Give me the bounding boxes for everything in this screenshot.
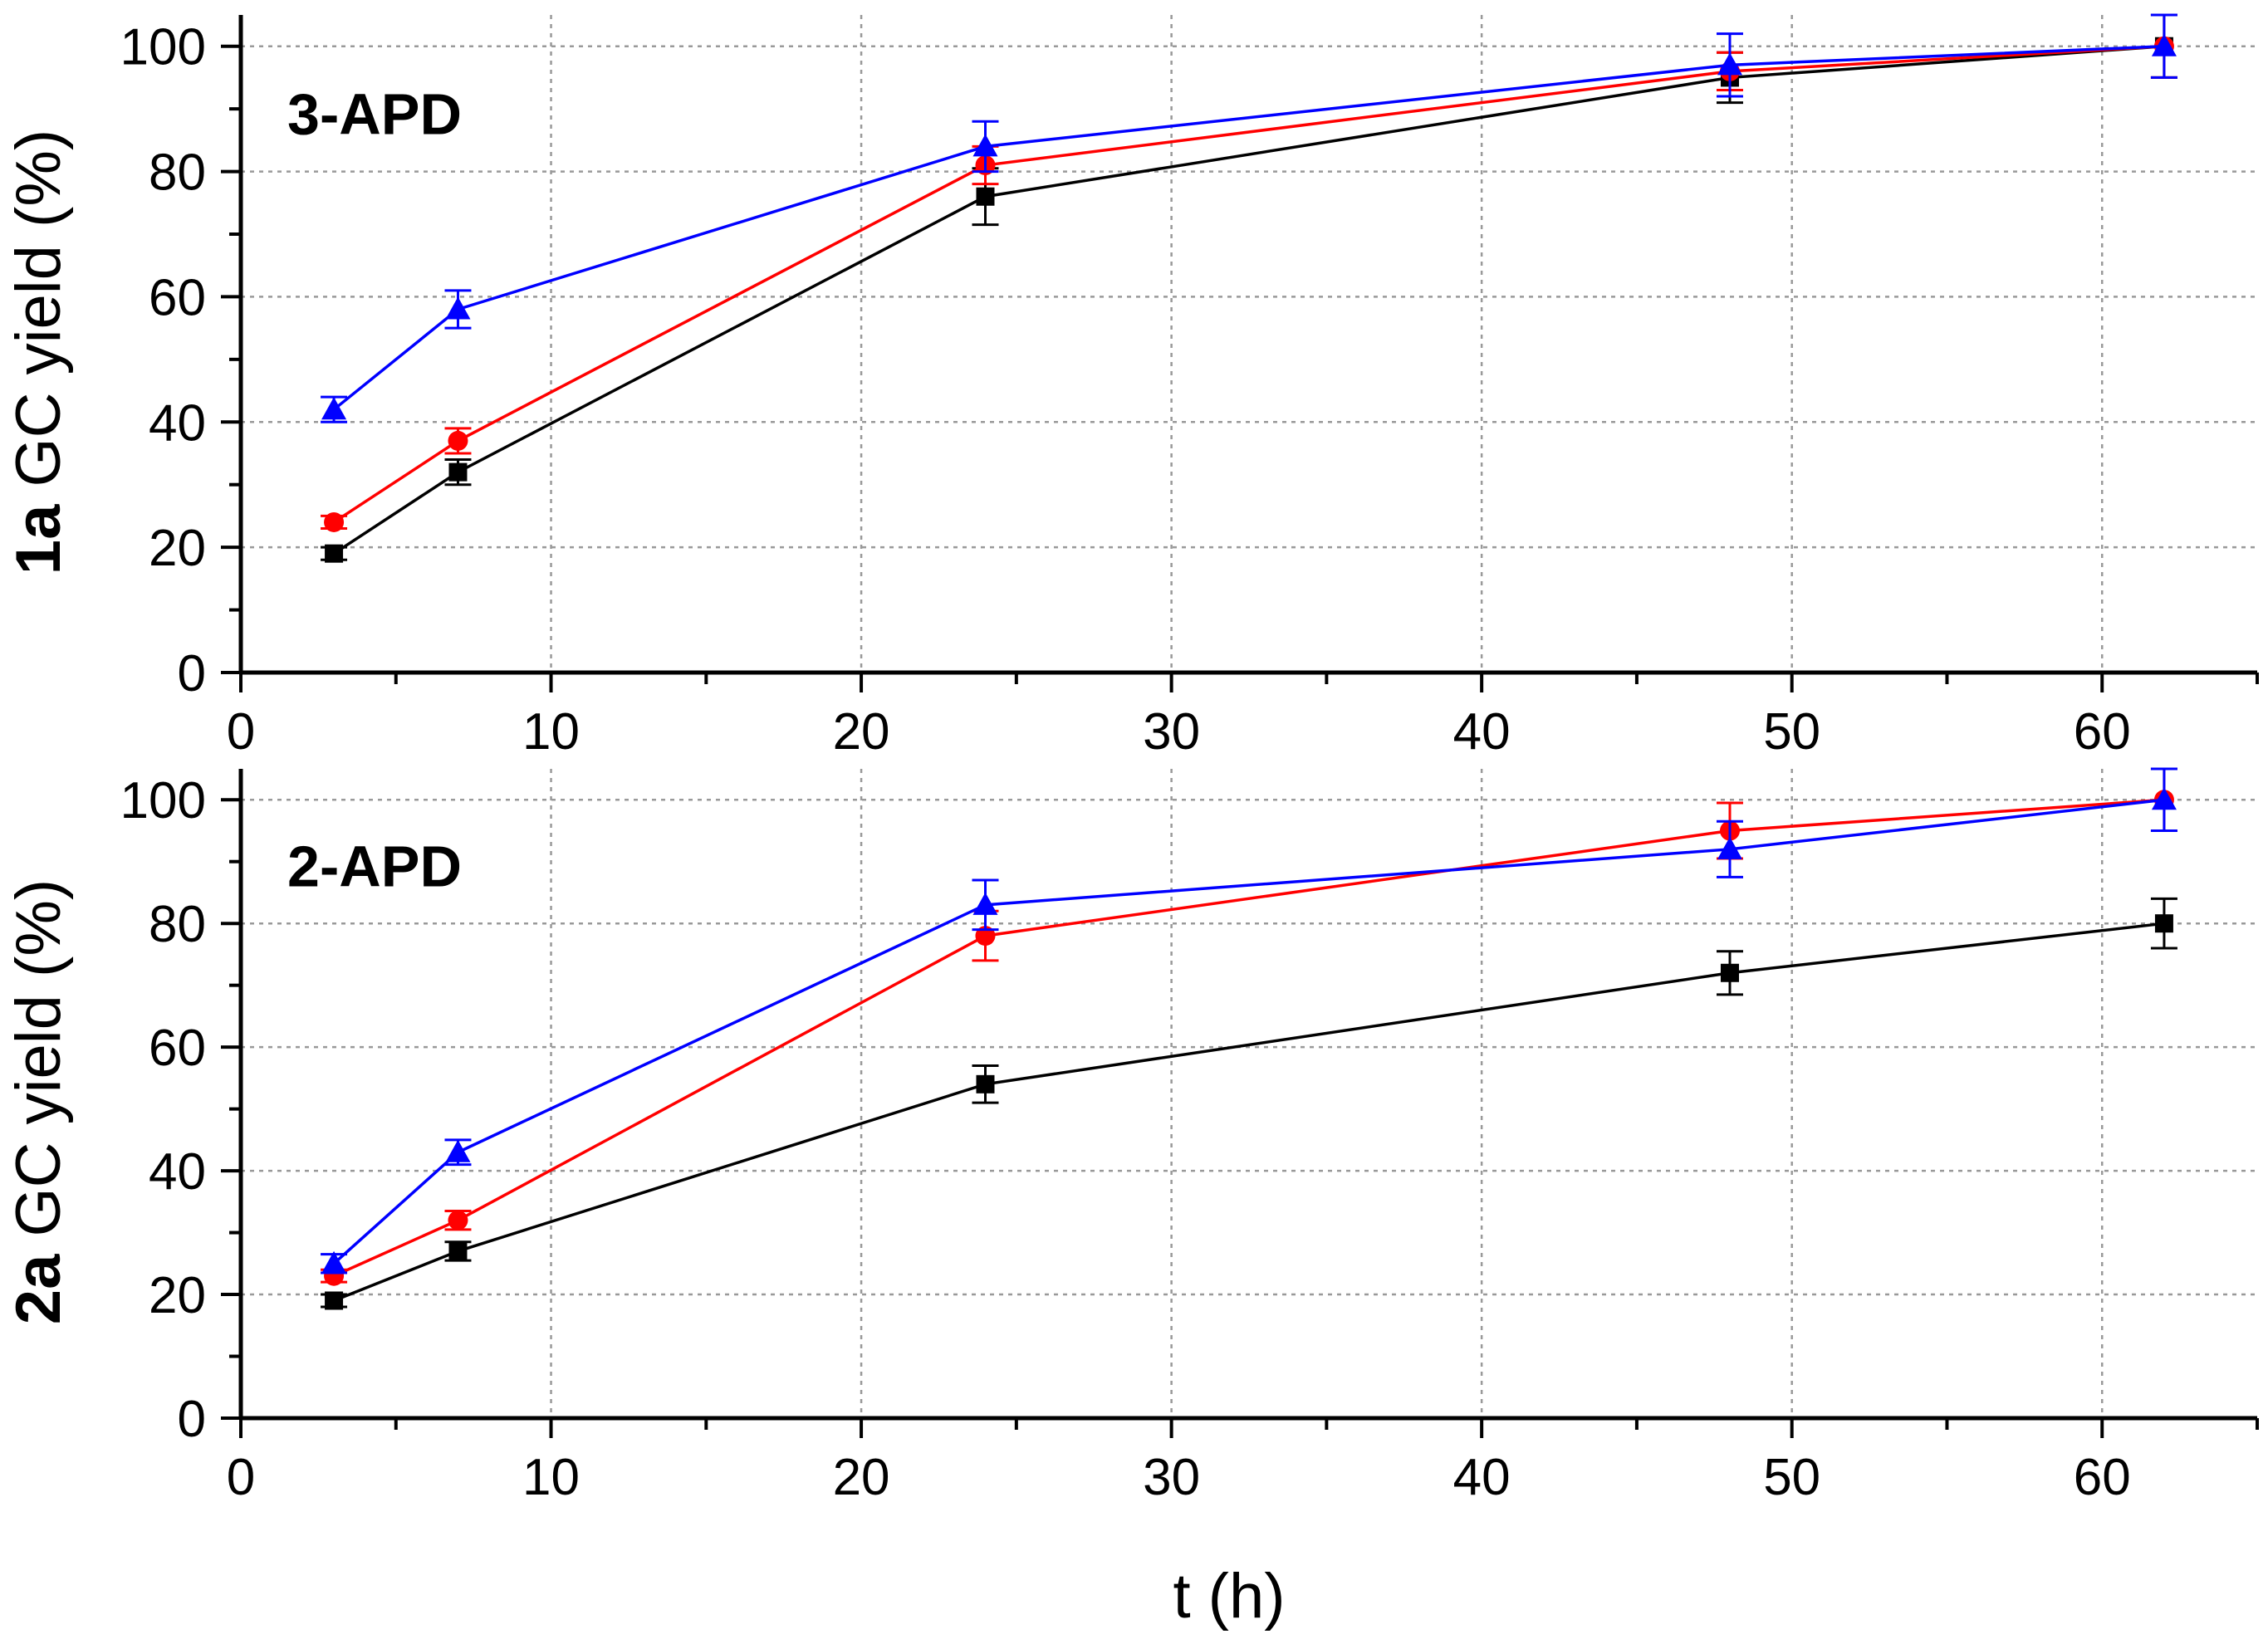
data-point-circle	[448, 1210, 468, 1230]
x-tick-label: 0	[227, 703, 255, 761]
y-axis-title-text: GC yield (%)	[3, 130, 74, 505]
x-tick-label: 60	[2074, 703, 2131, 761]
data-point-square	[325, 1291, 344, 1310]
x-tick-label: 20	[833, 1449, 890, 1506]
data-point-triangle	[321, 1250, 347, 1274]
data-point-square	[1720, 963, 1739, 982]
y-tick-label: 60	[149, 1020, 206, 1077]
data-point-square	[325, 544, 344, 563]
data-point-triangle	[1717, 836, 1742, 859]
x-axis-title: t (h)	[1173, 1561, 1285, 1632]
data-point-square	[976, 187, 995, 206]
data-point-circle	[448, 430, 468, 451]
x-tick-label: 40	[1453, 703, 1511, 761]
data-point-square	[448, 1241, 468, 1260]
data-point-triangle	[972, 134, 998, 157]
y-tick-label: 40	[149, 394, 206, 452]
data-point-square	[2154, 914, 2173, 933]
x-tick-label: 10	[522, 703, 580, 761]
series-blue	[321, 13, 2177, 423]
y-axis-title-text: GC yield (%)	[3, 879, 74, 1255]
x-tick-label: 40	[1453, 1449, 1511, 1506]
x-tick-label: 50	[1763, 1449, 1820, 1506]
series-blue	[321, 767, 2177, 1275]
y-tick-label: 20	[149, 520, 206, 577]
data-point-triangle	[2151, 787, 2177, 810]
y-tick-label: 0	[178, 645, 206, 702]
y-axis-title-compound: 1a	[3, 504, 74, 575]
y-tick-label: 100	[120, 19, 206, 76]
x-tick-label: 20	[833, 703, 890, 761]
data-point-square	[448, 462, 468, 482]
data-point-circle	[324, 511, 345, 532]
data-point-triangle	[1717, 52, 1742, 76]
y-tick-label: 80	[149, 144, 206, 202]
data-point-triangle	[2151, 33, 2177, 56]
y-axis-title-compound: 2a	[3, 1254, 74, 1324]
panel-title: 2-APD	[287, 834, 462, 899]
x-tick-label: 60	[2074, 1449, 2131, 1506]
y-axis-title: 1a GC yield (%)	[3, 130, 74, 575]
y-tick-label: 0	[178, 1391, 206, 1448]
data-point-triangle	[445, 1139, 471, 1162]
y-tick-label: 80	[149, 896, 206, 953]
x-tick-label: 10	[522, 1449, 580, 1506]
data-point-square	[976, 1074, 995, 1093]
x-tick-label: 0	[227, 1449, 255, 1506]
y-axis-title: 2a GC yield (%)	[3, 879, 74, 1324]
y-tick-label: 60	[149, 269, 206, 326]
data-point-triangle	[321, 397, 347, 420]
x-tick-label: 30	[1143, 1449, 1200, 1506]
panel-top-3apd: 0 10 20 30 40 50 60 0 20 40 60 80 100 1a GC yield (%)…	[3, 13, 2259, 761]
y-tick-label: 100	[120, 772, 206, 829]
y-tick-label: 20	[149, 1267, 206, 1324]
series-black	[321, 897, 2177, 1310]
x-tick-label: 50	[1763, 703, 1820, 761]
x-tick-label: 30	[1143, 703, 1200, 761]
data-point-triangle	[972, 892, 998, 915]
panel-bottom-2apd: 0 10 20 30 40 50 60 0 20 40 60 80 100 2a GC yield (%)…	[3, 767, 2259, 1506]
y-tick-label: 40	[149, 1143, 206, 1201]
panel-title: 3-APD	[287, 81, 462, 146]
data-point-triangle	[445, 296, 471, 320]
